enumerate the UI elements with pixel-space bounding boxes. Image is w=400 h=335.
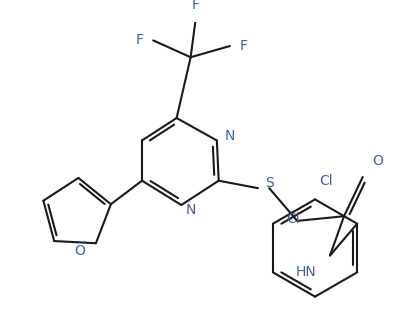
Text: S: S bbox=[266, 177, 274, 191]
Text: HN: HN bbox=[295, 265, 316, 279]
Text: F: F bbox=[191, 0, 199, 12]
Text: Cl: Cl bbox=[286, 212, 300, 226]
Text: F: F bbox=[136, 34, 144, 48]
Text: F: F bbox=[239, 39, 247, 53]
Text: O: O bbox=[372, 153, 383, 168]
Text: Cl: Cl bbox=[320, 174, 333, 188]
Text: N: N bbox=[186, 203, 196, 217]
Text: O: O bbox=[74, 244, 85, 258]
Text: N: N bbox=[224, 129, 235, 143]
